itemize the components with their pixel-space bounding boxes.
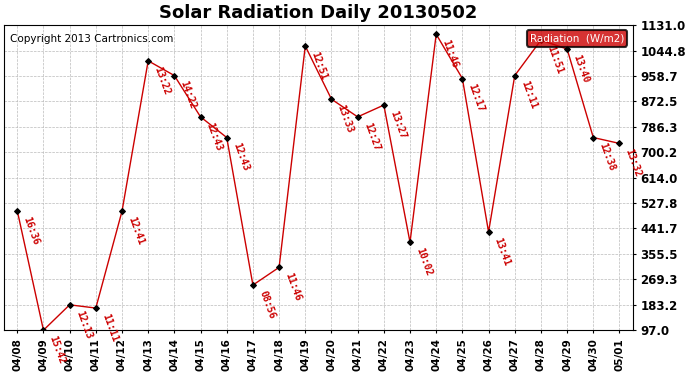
Text: 12:27: 12:27 — [362, 121, 382, 152]
Point — [169, 73, 180, 79]
Text: 14:22: 14:22 — [179, 80, 198, 111]
Text: 12:43: 12:43 — [231, 142, 250, 173]
Point — [273, 264, 284, 270]
Point — [509, 73, 520, 79]
Point — [221, 135, 233, 141]
Text: Copyright 2013 Cartronics.com: Copyright 2013 Cartronics.com — [10, 34, 174, 44]
Point — [90, 305, 101, 311]
Text: 11:51: 11:51 — [545, 44, 564, 75]
Point — [64, 302, 75, 308]
Point — [378, 102, 389, 108]
Point — [143, 58, 154, 64]
Text: 12:38: 12:38 — [598, 142, 617, 173]
Point — [12, 208, 23, 214]
Text: 13:40: 13:40 — [571, 53, 591, 84]
Point — [431, 31, 442, 37]
Point — [588, 135, 599, 141]
Text: 11:46: 11:46 — [440, 38, 460, 69]
Text: 12:43: 12:43 — [205, 121, 224, 152]
Point — [457, 75, 468, 81]
Text: 10:02: 10:02 — [414, 246, 433, 278]
Text: 13:32: 13:32 — [624, 148, 643, 178]
Title: Solar Radiation Daily 20130502: Solar Radiation Daily 20130502 — [159, 4, 477, 22]
Text: 15:42: 15:42 — [48, 334, 67, 365]
Text: 13:33: 13:33 — [335, 104, 355, 134]
Point — [195, 114, 206, 120]
Text: 12:17: 12:17 — [466, 82, 486, 114]
Text: 12:51: 12:51 — [309, 50, 329, 81]
Legend: Radiation  (W/m2): Radiation (W/m2) — [526, 30, 627, 46]
Text: 08:56: 08:56 — [257, 289, 277, 320]
Text: 12:41: 12:41 — [126, 216, 146, 246]
Point — [248, 282, 259, 288]
Point — [483, 229, 494, 235]
Text: 12:11: 12:11 — [519, 80, 538, 111]
Point — [614, 140, 625, 146]
Point — [38, 327, 49, 333]
Point — [535, 37, 546, 43]
Text: 11:11: 11:11 — [100, 312, 119, 343]
Text: 13:27: 13:27 — [388, 109, 407, 140]
Point — [562, 46, 573, 52]
Point — [299, 43, 310, 49]
Point — [352, 114, 363, 120]
Text: 13:41: 13:41 — [493, 236, 512, 267]
Text: 13:22: 13:22 — [152, 65, 172, 96]
Point — [326, 96, 337, 102]
Text: 16:36: 16:36 — [21, 215, 41, 246]
Text: 12:13: 12:13 — [74, 309, 93, 340]
Point — [404, 239, 415, 245]
Text: 11:46: 11:46 — [284, 272, 303, 303]
Point — [117, 208, 128, 214]
